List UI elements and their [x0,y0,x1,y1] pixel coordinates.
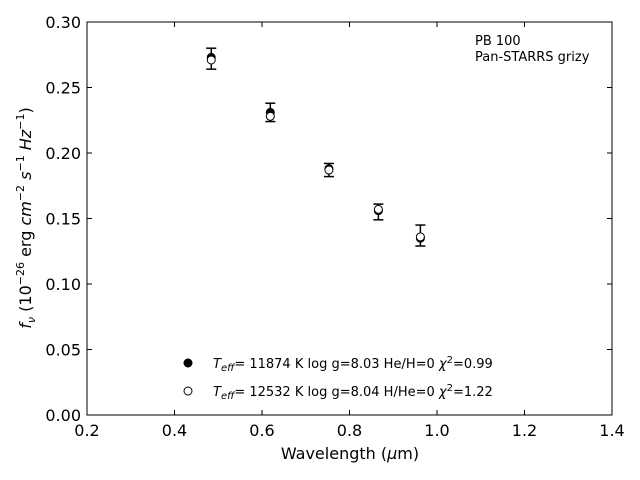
model-point-open [373,204,383,214]
legend-marker-open [183,386,193,396]
y-tick-label: 0.25 [45,79,81,98]
y-tick-label: 0.20 [45,144,81,163]
x-tick-label: 1.2 [512,421,537,440]
y-tick-label: 0.15 [45,210,81,229]
y-tick-label: 0.05 [45,341,81,360]
x-tick-labels: 0.2 0.4 0.6 0.8 1.0 1.2 1.4 [74,421,624,440]
x-tick-label: 1.0 [424,421,449,440]
y-axis-label: fν (10−26 erg cm−2 s−1 Hz−1) [14,107,38,328]
x-axis-label: Wavelength (μm) [281,444,419,463]
model-point-open [206,55,216,65]
y-tick-label: 0.10 [45,275,81,294]
legend-entry: Teff= 11874 K log g=8.03 He/H=0 χ2=0.99 [213,355,493,374]
annotation-line-1: PB 100 [475,34,521,49]
data-points [206,52,425,243]
legend-marker-filled [183,358,193,368]
x-tick-label: 1.4 [599,421,624,440]
x-tick-label: 0.2 [74,421,99,440]
model-point-open [265,111,275,121]
annotation: PB 100 Pan-STARRS grizy [475,34,590,65]
x-tick-label: 0.4 [162,421,187,440]
x-tick-label: 0.6 [249,421,274,440]
axis-ticks [86,21,613,416]
annotation-line-2: Pan-STARRS grizy [475,50,590,65]
y-tick-label: 0.00 [45,406,81,425]
model-point-open [324,165,334,175]
error-bars [206,47,426,247]
model-point-open [415,232,425,242]
legend: Teff= 11874 K log g=8.03 He/H=0 χ2=0.99 T… [183,355,493,402]
x-tick-label: 0.8 [337,421,362,440]
y-tick-labels: 0.00 0.05 0.10 0.15 0.20 0.25 0.30 [45,13,81,425]
legend-entry: Teff= 12532 K log g=8.04 H/He=0 χ2=1.22 [213,383,493,402]
y-tick-label: 0.30 [45,13,81,32]
